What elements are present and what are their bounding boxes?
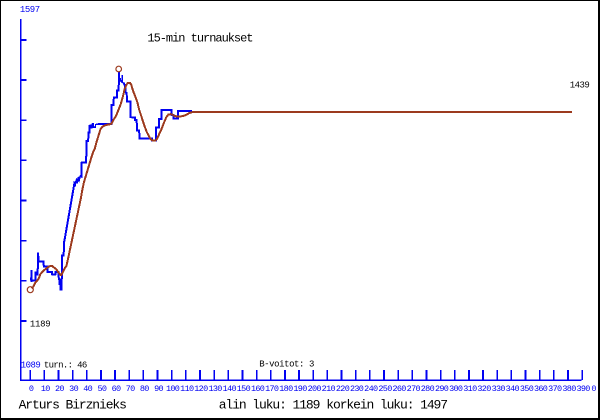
svg-text:120: 120 xyxy=(194,384,208,394)
svg-text:250: 250 xyxy=(378,384,392,394)
svg-text:Arturs Birznieks: Arturs Birznieks xyxy=(19,397,127,412)
svg-text:turn.: 46: turn.: 46 xyxy=(44,361,87,371)
svg-text:230: 230 xyxy=(350,384,364,394)
svg-text:350: 350 xyxy=(520,384,534,394)
svg-text:360: 360 xyxy=(534,384,548,394)
svg-text:390: 390 xyxy=(576,384,590,394)
svg-text:1089: 1089 xyxy=(21,361,41,371)
svg-text:340: 340 xyxy=(506,384,520,394)
svg-text:370: 370 xyxy=(548,384,562,394)
svg-text:270: 270 xyxy=(407,384,421,394)
svg-text:10: 10 xyxy=(41,384,50,394)
svg-text:200: 200 xyxy=(308,384,322,394)
svg-text:60: 60 xyxy=(112,384,121,394)
svg-text:380: 380 xyxy=(562,384,576,394)
svg-text:15-min turnaukset: 15-min turnaukset xyxy=(147,32,252,46)
svg-text:320: 320 xyxy=(477,384,491,394)
svg-text:180: 180 xyxy=(279,384,293,394)
svg-text:alin luku: 1189: alin luku: 1189 xyxy=(219,397,320,412)
svg-text:330: 330 xyxy=(492,384,506,394)
svg-text:50: 50 xyxy=(97,384,106,394)
svg-text:20: 20 xyxy=(55,384,64,394)
svg-text:70: 70 xyxy=(126,384,135,394)
svg-text:140: 140 xyxy=(223,384,237,394)
svg-text:110: 110 xyxy=(180,384,194,394)
svg-text:210: 210 xyxy=(322,384,336,394)
svg-text:190: 190 xyxy=(293,384,307,394)
svg-text:130: 130 xyxy=(208,384,222,394)
svg-text:100: 100 xyxy=(166,384,180,394)
svg-text:240: 240 xyxy=(364,384,378,394)
svg-text:260: 260 xyxy=(392,384,406,394)
svg-text:B-voitot: 3: B-voitot: 3 xyxy=(259,360,314,370)
svg-text:1189: 1189 xyxy=(30,320,50,330)
svg-text:90: 90 xyxy=(154,384,163,394)
svg-text:300: 300 xyxy=(449,384,463,394)
svg-text:280: 280 xyxy=(421,384,435,394)
svg-text:1439: 1439 xyxy=(570,81,590,91)
svg-text:220: 220 xyxy=(336,384,350,394)
svg-text:30: 30 xyxy=(69,384,78,394)
svg-text:80: 80 xyxy=(140,384,149,394)
svg-text:0: 0 xyxy=(591,384,596,394)
svg-text:150: 150 xyxy=(237,384,251,394)
svg-text:290: 290 xyxy=(435,384,449,394)
svg-text:1597: 1597 xyxy=(20,5,40,15)
svg-text:310: 310 xyxy=(463,384,477,394)
svg-text:0: 0 xyxy=(29,384,34,394)
svg-text:korkein luku: 1497: korkein luku: 1497 xyxy=(326,397,447,412)
svg-text:170: 170 xyxy=(265,384,279,394)
svg-text:160: 160 xyxy=(251,384,265,394)
svg-text:40: 40 xyxy=(83,384,92,394)
